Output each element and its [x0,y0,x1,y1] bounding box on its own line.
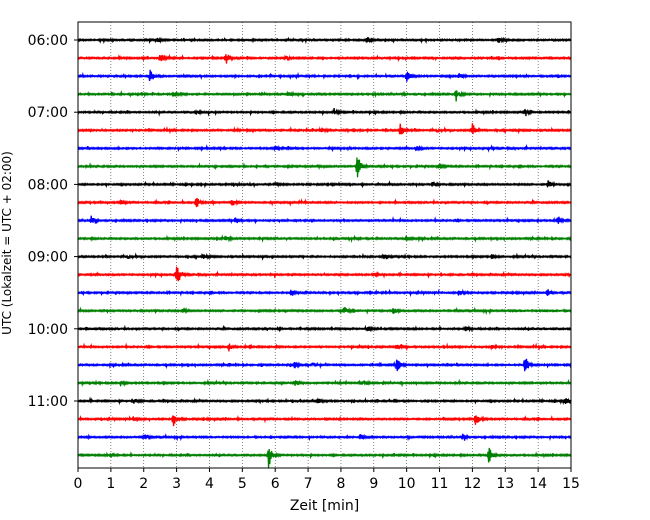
trace-0845 [77,234,572,243]
y-axis-label: UTC (Lokalzeit = UTC + 02:00) [0,151,14,335]
trace-0930 [77,288,572,298]
trace-0945 [77,306,572,316]
x-axis-ticks: 0 1 2 3 4 5 6 7 8 9 10 11 12 13 14 15 [74,468,580,492]
trace-0715 [77,123,572,135]
x-tick-label-13: 13 [496,476,514,492]
trace-1100 [77,396,572,406]
y-tick-label-0600: 06:00 [28,33,68,49]
trace-0900 [77,252,572,262]
x-tick-label-4: 4 [205,476,214,492]
trace-1115 [77,414,572,427]
x-tick-label-9: 9 [369,476,378,492]
trace-0700 [77,108,572,117]
trace-1000 [77,324,572,333]
trace-0730 [77,143,572,153]
y-axis-ticks: 06:00 07:00 08:00 09:00 10:00 11:00 [28,33,78,410]
trace-1045 [77,378,572,388]
vertical-gridlines [110,22,539,468]
trace-0645 [77,90,572,102]
plot-frame [77,21,572,469]
y-tick-label-0800: 08:00 [28,177,68,193]
x-tick-label-7: 7 [304,476,313,492]
y-tick-label-0700: 07:00 [28,105,68,121]
trace-0630 [77,69,572,82]
trace-1130 [77,432,572,442]
x-tick-label-2: 2 [139,476,148,492]
x-axis-label: Zeit [min] [290,498,359,514]
trace-0600 [77,36,572,45]
trace-1015 [77,342,572,352]
trace-0615 [77,53,572,64]
x-tick-label-3: 3 [172,476,181,492]
trace-0800 [77,180,572,189]
x-tick-label-1: 1 [106,476,115,492]
x-tick-label-12: 12 [463,476,481,492]
trace-1030 [77,358,572,372]
y-tick-label-1000: 10:00 [28,322,68,338]
x-tick-label-6: 6 [271,476,280,492]
x-tick-label-15: 15 [562,476,580,492]
trace-0745 [77,157,572,178]
y-tick-label-1100: 11:00 [28,394,68,410]
trace-0815 [77,198,572,208]
x-tick-label-5: 5 [238,476,247,492]
x-tick-label-11: 11 [431,476,449,492]
x-tick-label-8: 8 [336,476,345,492]
trace-0915 [77,266,572,282]
x-tick-label-0: 0 [74,476,83,492]
trace-0830 [77,215,572,225]
x-tick-label-14: 14 [529,476,547,492]
seismic-traces [77,36,572,469]
x-tick-label-10: 10 [398,476,416,492]
y-tick-label-0900: 09:00 [28,250,68,266]
trace-1145 [77,447,572,469]
